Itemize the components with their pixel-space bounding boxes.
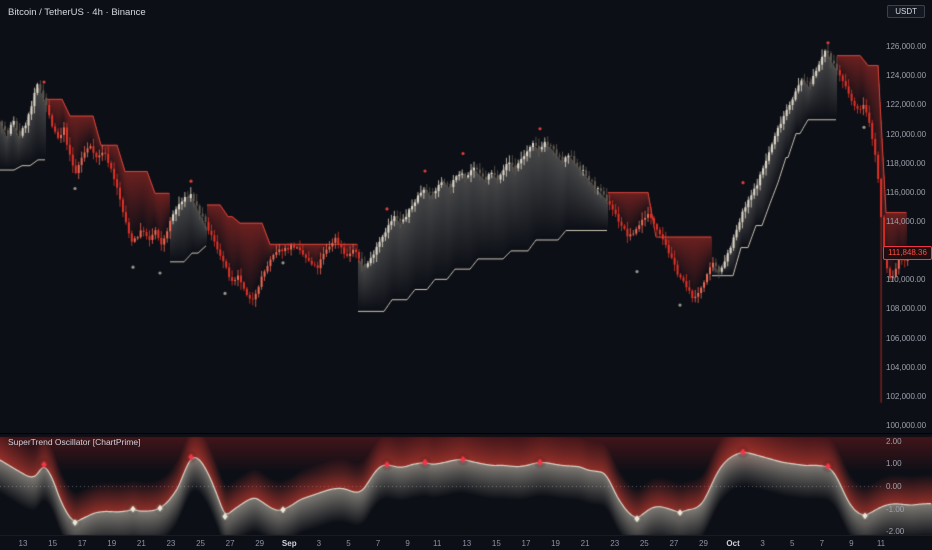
- time-tick-label: 13: [462, 539, 472, 548]
- time-tick-label: 25: [196, 539, 205, 548]
- time-tick-label: Sep: [281, 539, 297, 548]
- time-tick-label: 11: [876, 539, 886, 548]
- price-tick-label: 114,000.00: [886, 217, 926, 226]
- price-tick-label: 102,000.00: [886, 391, 927, 401]
- time-tick-label: 3: [316, 539, 322, 548]
- oscillator-title[interactable]: SuperTrend Oscillator [ChartPrime]: [8, 437, 141, 447]
- time-tick-label: 7: [819, 539, 825, 548]
- time-tick-label: 15: [48, 539, 58, 548]
- time-tick-label: 13: [18, 539, 28, 548]
- price-tick-label: 118,000.00: [886, 158, 926, 168]
- pane-divider[interactable]: [0, 433, 932, 434]
- symbol-title[interactable]: Bitcoin / TetherUS · 4h · Binance: [8, 7, 146, 18]
- time-tick-label: 27: [225, 539, 235, 548]
- time-tick-label: 19: [107, 539, 117, 548]
- time-tick-label: 23: [166, 539, 176, 548]
- time-tick-label: 9: [849, 539, 854, 548]
- time-tick-label: 9: [405, 539, 410, 548]
- time-tick-label: 21: [136, 539, 146, 548]
- last-price-label: 111,848.36: [883, 246, 932, 260]
- oscillator-tick-label: 0.00: [886, 482, 902, 491]
- oscillator-tick-label: 1.00: [886, 459, 902, 469]
- oscillator-tick-label: 2.00: [886, 436, 902, 446]
- time-tick-label: 7: [375, 539, 381, 548]
- time-tick-label: 29: [699, 539, 708, 548]
- time-axis-divider: [0, 535, 932, 536]
- price-tick-label: 104,000.00: [886, 362, 927, 372]
- time-tick-label: 11: [433, 539, 442, 548]
- oscillator-tick-label: -2.00: [886, 527, 905, 537]
- time-tick-label: 19: [551, 539, 560, 548]
- time-tick-label: 15: [491, 539, 501, 548]
- time-tick-label: 5: [346, 539, 351, 548]
- oscillator-tick-label: -1.00: [886, 504, 905, 514]
- time-tick-label: 25: [639, 539, 649, 548]
- time-tick-label: 29: [255, 539, 265, 548]
- price-tick-label: 106,000.00: [886, 333, 927, 343]
- price-tick-label: 126,000.00: [886, 42, 927, 52]
- time-tick-label: 5: [790, 539, 795, 548]
- time-tick-label: 27: [669, 539, 679, 548]
- time-tick-label: 3: [760, 539, 765, 548]
- time-tick-label: 17: [521, 539, 531, 548]
- price-tick-label: 100,000.00: [886, 421, 927, 430]
- currency-toggle-button[interactable]: USDT: [887, 5, 925, 18]
- time-tick-label: 17: [77, 539, 87, 548]
- price-tick-label: 116,000.00: [886, 187, 926, 197]
- price-tick-label: 108,000.00: [886, 304, 927, 314]
- time-tick-label: Oct: [726, 539, 740, 548]
- price-tick-label: 110,000.00: [886, 275, 926, 285]
- price-tick-label: 122,000.00: [886, 100, 927, 110]
- price-tick-label: 124,000.00: [886, 71, 927, 81]
- price-tick-label: 120,000.00: [886, 129, 927, 139]
- time-tick-label: 21: [580, 539, 590, 548]
- time-tick-label: 23: [610, 539, 620, 548]
